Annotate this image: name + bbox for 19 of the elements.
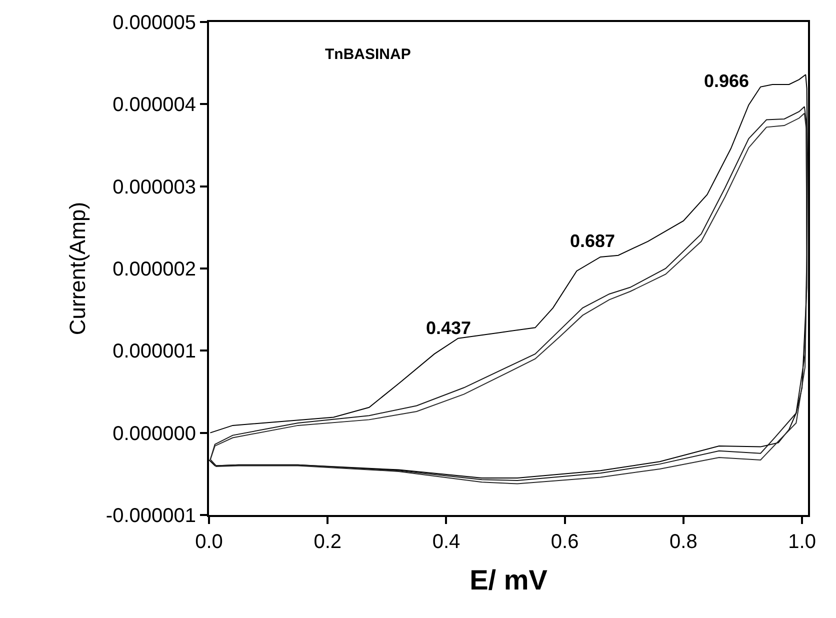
x-tick-label: 0.8	[670, 531, 698, 553]
x-tick-label: 0.0	[195, 531, 223, 553]
y-axis-title: Current(Amp)	[65, 202, 90, 336]
x-axis-title: E/ mV	[470, 564, 548, 596]
x-tick-label: 0.2	[314, 531, 342, 553]
y-tick-label: 0.000003	[112, 176, 196, 198]
x-tick-label: 0.4	[432, 531, 460, 553]
y-tick-label: 0.000002	[112, 258, 196, 280]
annotation: TnBASINAP	[325, 46, 411, 63]
annotation: 0.687	[570, 231, 616, 251]
x-tick-label: 1.0	[788, 531, 816, 553]
y-tick-label: 0.000005	[112, 12, 196, 34]
y-tick-label: 0.000001	[112, 340, 196, 363]
annotation: 0.437	[426, 318, 472, 338]
y-tick-label: 0.000004	[112, 94, 196, 116]
x-tick-label: 0.6	[550, 531, 579, 553]
y-tick-label: 0.000000	[112, 422, 196, 445]
y-tick-label: -0.000001	[106, 505, 196, 527]
annotation: 0.966	[704, 71, 750, 91]
